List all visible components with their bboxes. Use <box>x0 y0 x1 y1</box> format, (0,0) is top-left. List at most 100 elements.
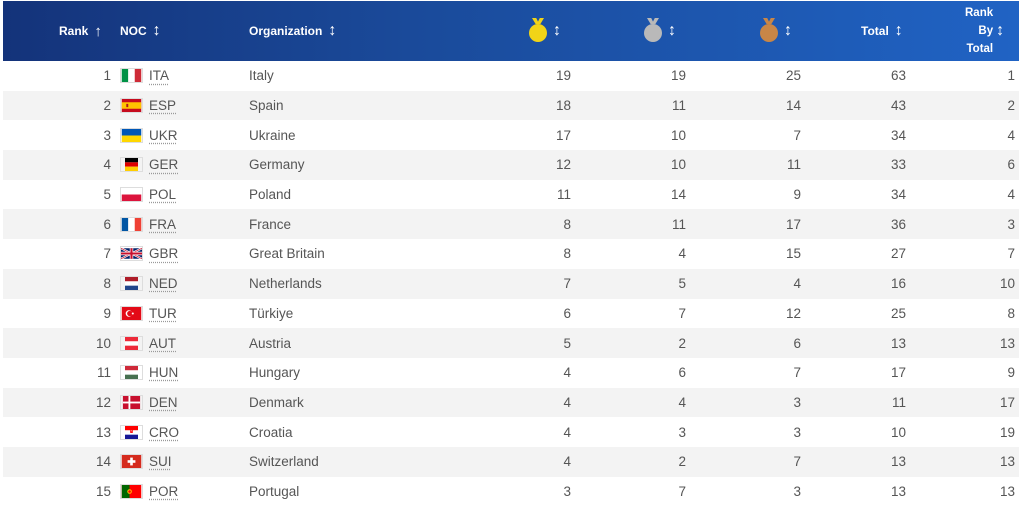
total-count-cell: 36 <box>890 216 906 232</box>
organization-cell: Ukraine <box>249 127 296 143</box>
noc-link[interactable]: ITA <box>149 68 169 84</box>
table-row: 13 CRO Croatia 4 3 3 10 19 <box>3 417 1019 447</box>
silver-count-cell: 10 <box>670 157 686 173</box>
gold-count-cell: 8 <box>563 246 571 262</box>
silver-column-header[interactable]: ↕ <box>644 1 676 61</box>
ukraine-flag-icon <box>120 120 144 150</box>
bronze-count-cell: 11 <box>786 157 801 173</box>
noc-link[interactable]: SUI <box>149 454 172 470</box>
total-count-cell: 11 <box>891 394 906 410</box>
gold-count-cell: 12 <box>555 157 571 173</box>
sort-icon[interactable]: ↕ <box>328 22 337 39</box>
sort-ascending-icon[interactable]: ↑ <box>94 22 102 40</box>
rank-cell: 15 <box>95 483 111 499</box>
rank-cell: 10 <box>95 335 111 351</box>
bronze-count-cell: 12 <box>785 305 801 321</box>
rank-cell: 9 <box>103 305 111 321</box>
italy-flag-icon <box>120 61 144 91</box>
noc-link[interactable]: GER <box>149 157 179 173</box>
rank-by-total-cell: 13 <box>999 483 1015 499</box>
noc-link[interactable]: CRO <box>149 424 179 440</box>
poland-flag-icon <box>120 180 144 210</box>
silver-count-cell: 11 <box>671 98 686 114</box>
organization-cell: Austria <box>249 335 292 351</box>
total-count-cell: 34 <box>890 127 906 143</box>
spain-flag-icon <box>120 91 144 121</box>
noc-link[interactable]: POR <box>149 483 179 499</box>
gold-count-cell: 4 <box>563 424 571 440</box>
gold-count-cell: 4 <box>563 394 571 410</box>
silver-count-cell: 5 <box>678 276 686 292</box>
table-row: 15 POR Portugal 3 7 3 13 13 <box>3 477 1019 507</box>
rank-cell: 1 <box>103 68 111 84</box>
germany-flag-icon <box>120 150 144 180</box>
sort-icon[interactable]: ↕ <box>784 22 792 39</box>
sort-icon[interactable]: ↕ <box>553 22 561 39</box>
total-count-cell: 27 <box>890 246 906 262</box>
sort-icon[interactable]: ↕ <box>152 22 161 39</box>
sort-icon[interactable]: ↕ <box>894 22 903 39</box>
noc-link[interactable]: UKR <box>149 127 178 143</box>
rank-cell: 7 <box>103 246 111 262</box>
total-count-cell: 25 <box>890 305 906 321</box>
hungary-flag-icon <box>120 358 144 388</box>
table-row: 9 TUR Türkiye 6 7 12 25 8 <box>3 299 1019 329</box>
bronze-count-cell: 3 <box>793 483 801 499</box>
table-row: 7 GBR Great Britain 8 4 15 27 7 <box>3 239 1019 269</box>
rank-by-total-column-header[interactable]: Rank By Total ↕ <box>965 1 1015 61</box>
noc-link[interactable]: TUR <box>149 305 177 321</box>
organization-cell: Poland <box>249 187 292 203</box>
total-count-cell: 34 <box>890 187 906 203</box>
silver-count-cell: 7 <box>678 305 686 321</box>
rank-by-total-cell: 19 <box>999 424 1015 440</box>
noc-link[interactable]: POL <box>149 187 177 203</box>
noc-link[interactable]: FRA <box>149 216 176 232</box>
noc-link[interactable]: HUN <box>149 365 179 381</box>
rank-column-header[interactable]: Rank ↑ <box>59 1 102 61</box>
table-row: 6 FRA France 8 11 17 36 3 <box>3 209 1019 240</box>
rank-cell: 2 <box>103 98 111 114</box>
rank-by-total-cell: 10 <box>999 276 1015 292</box>
sort-icon[interactable]: ↕ <box>996 22 1005 39</box>
organization-column-header[interactable]: Organization ↕ <box>249 1 336 61</box>
france-flag-icon <box>120 209 144 239</box>
silver-count-cell: 7 <box>678 483 686 499</box>
croatia-flag-icon <box>120 417 144 447</box>
rank-cell: 12 <box>95 394 111 410</box>
gold-count-cell: 18 <box>555 98 571 114</box>
noc-link[interactable]: GBR <box>149 246 179 262</box>
total-column-header[interactable]: Total ↕ <box>861 1 903 61</box>
organization-cell: Spain <box>249 98 284 114</box>
noc-column-header[interactable]: NOC ↕ <box>120 1 161 61</box>
table-row: 4 GER Germany 12 10 11 33 6 <box>3 150 1019 180</box>
bronze-count-cell: 25 <box>785 68 801 84</box>
gold-count-cell: 6 <box>563 305 571 321</box>
noc-link[interactable]: ESP <box>149 98 177 114</box>
gold-column-header[interactable]: ↕ <box>529 1 561 61</box>
rank-by-total-cell: 7 <box>1007 246 1015 262</box>
organization-cell: Hungary <box>249 365 301 381</box>
organization-cell: France <box>249 216 292 232</box>
table-row: 14 SUI Switzerland 4 2 7 13 13 <box>3 446 1019 477</box>
noc-link[interactable]: DEN <box>149 394 178 410</box>
total-count-cell: 16 <box>890 276 906 292</box>
gold-medal-icon <box>529 24 547 42</box>
total-header-label: Total <box>861 24 889 38</box>
noc-link[interactable]: NED <box>149 276 178 292</box>
bronze-count-cell: 7 <box>793 454 801 470</box>
table-row: 10 AUT Austria 5 2 6 13 13 <box>3 328 1019 358</box>
bronze-count-cell: 17 <box>785 216 801 232</box>
rank-cell: 8 <box>103 276 111 292</box>
silver-count-cell: 10 <box>670 127 686 143</box>
rank-by-total-cell: 3 <box>1007 216 1015 232</box>
bronze-count-cell: 3 <box>793 394 801 410</box>
bronze-count-cell: 15 <box>785 246 801 262</box>
organization-cell: Croatia <box>249 424 293 440</box>
noc-link[interactable]: AUT <box>149 335 176 351</box>
bronze-column-header[interactable]: ↕ <box>760 1 792 61</box>
great-britain-flag-icon <box>120 239 144 269</box>
gold-count-cell: 3 <box>563 483 571 499</box>
table-row: 8 NED Netherlands 7 5 4 16 10 <box>3 268 1019 299</box>
sort-icon[interactable]: ↕ <box>668 22 676 39</box>
organization-cell: Italy <box>249 68 274 84</box>
